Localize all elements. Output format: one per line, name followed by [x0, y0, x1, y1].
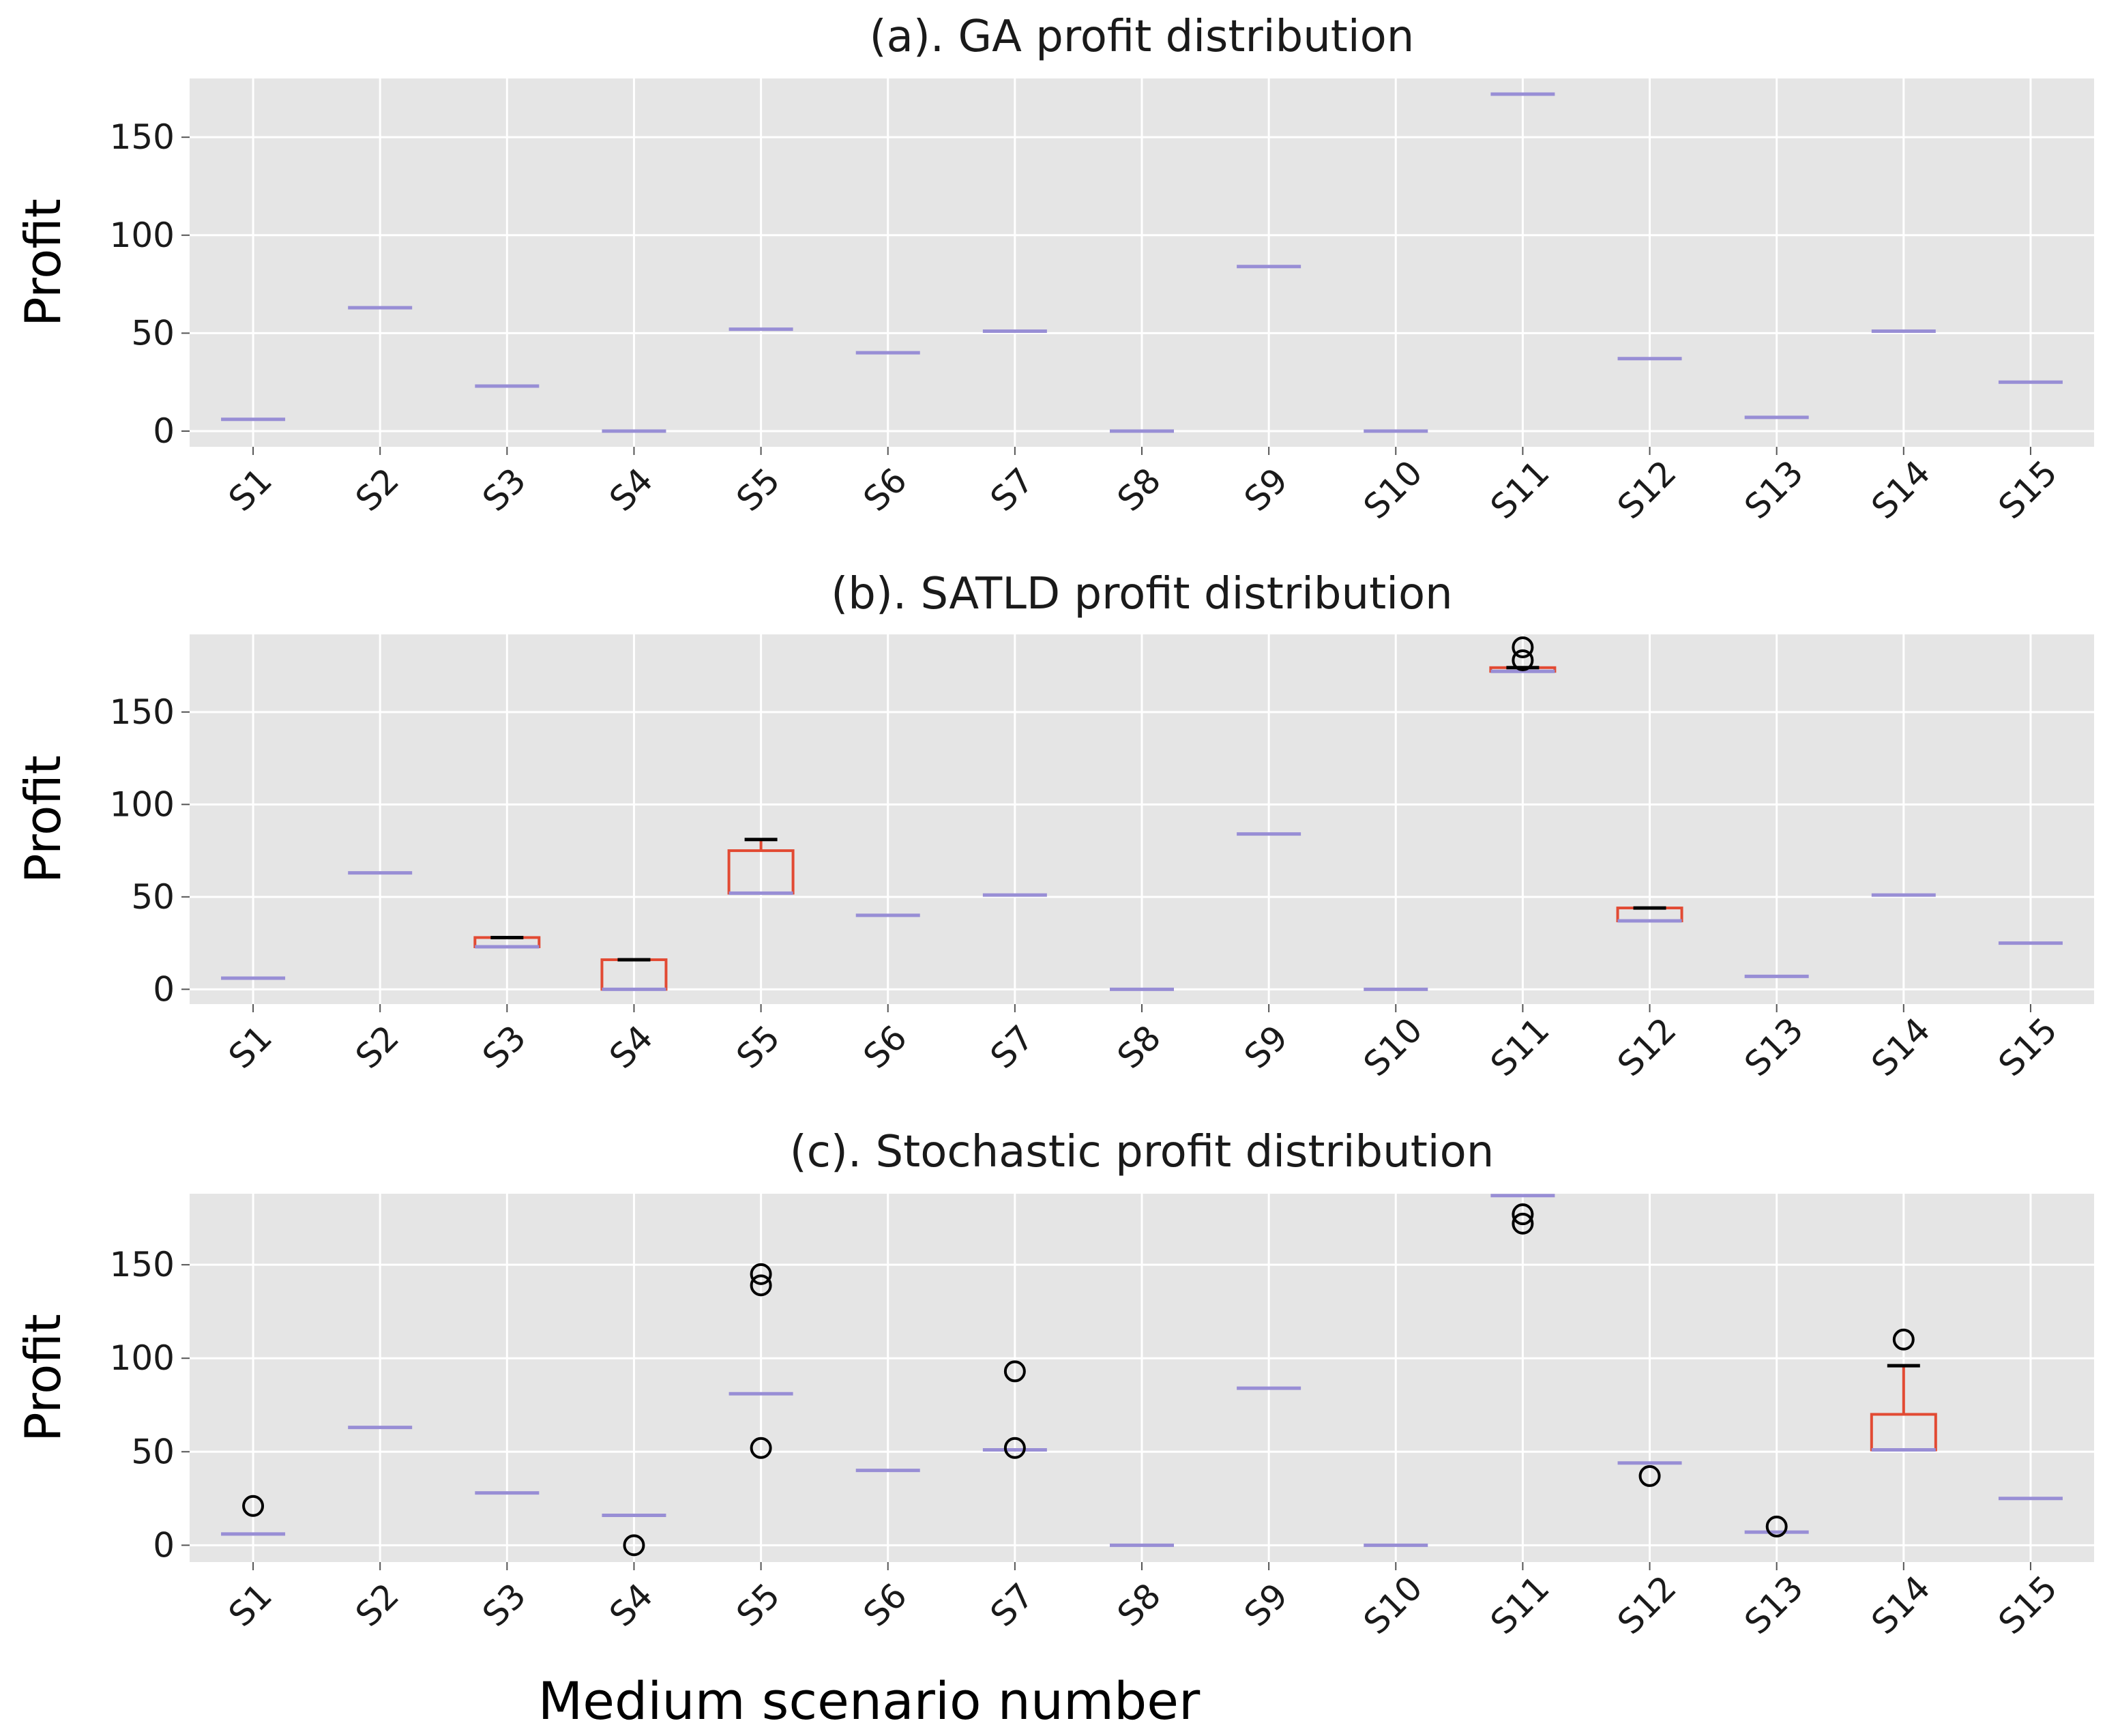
y-tick-label: 150: [110, 117, 175, 157]
box-s14: [1870, 1328, 1937, 1452]
x-axis-label: Medium scenario number: [538, 1671, 1201, 1731]
box-s4: [600, 958, 668, 991]
y-tick-label: 50: [131, 1432, 175, 1471]
x-tick-label: S13: [1737, 453, 1810, 527]
outlier-point: [750, 1437, 772, 1459]
y-axis-label: Profit: [14, 1314, 72, 1442]
x-tick-label: S9: [1237, 1576, 1295, 1634]
y-tick-label: 50: [131, 877, 175, 917]
x-tick-label: S4: [602, 1576, 660, 1634]
x-tick-label: S12: [1610, 453, 1683, 527]
outlier-point: [1512, 1212, 1534, 1235]
y-tick-label: 0: [153, 969, 175, 1009]
outlier-point: [1512, 1203, 1534, 1226]
x-tick-label: S11: [1483, 453, 1557, 527]
x-tick-label: S4: [602, 460, 660, 519]
y-axis-label: Profit: [14, 755, 72, 883]
panel-title: (a). GA profit distribution: [870, 12, 1415, 62]
outlier-point: [1512, 636, 1534, 658]
x-tick-label: S7: [983, 460, 1042, 519]
box-s1: [221, 1495, 286, 1536]
x-tick-label: S8: [1110, 460, 1168, 519]
box-s12: [1616, 906, 1683, 923]
x-tick-label: S9: [1237, 1018, 1295, 1076]
x-tick-label: S12: [1610, 1010, 1683, 1084]
x-tick-label: S5: [729, 460, 788, 519]
x-tick-label: S11: [1483, 1010, 1557, 1084]
x-tick-label: S15: [1991, 453, 2065, 527]
x-tick-label: S2: [348, 1018, 407, 1076]
x-tick-label: S1: [221, 460, 280, 519]
box-s11: [1489, 636, 1557, 673]
y-tick-label: 100: [110, 784, 175, 824]
panel-title: (b). SATLD profit distribution: [831, 569, 1452, 619]
x-tick-label: S11: [1483, 1568, 1557, 1642]
x-tick-label: S12: [1610, 1568, 1683, 1642]
box-s3: [473, 935, 541, 949]
x-tick-label: S6: [856, 1576, 915, 1634]
x-tick-label: S15: [1991, 1010, 2065, 1084]
x-tick-label: S6: [856, 460, 915, 519]
box-s5: [727, 838, 795, 895]
box-s4: [602, 1513, 666, 1557]
x-tick-label: S4: [602, 1018, 660, 1076]
x-tick-label: S2: [348, 460, 407, 519]
x-tick-label: S9: [1237, 460, 1295, 519]
x-tick-label: S8: [1110, 1576, 1168, 1634]
outlier-point: [242, 1495, 265, 1517]
panel-title: (c). Stochastic profit distribution: [790, 1127, 1495, 1177]
x-tick-label: S3: [475, 460, 533, 519]
outlier-point: [1512, 649, 1534, 671]
box-s5: [728, 1263, 793, 1459]
panel-ga: 0 50 100 150 S1 S2 S3 S4 S5 S6 S7 S8 S9 S10 S11 S12 S13 S…: [14, 12, 2094, 527]
x-tick-label: S7: [983, 1018, 1042, 1076]
outlier-point: [750, 1263, 772, 1285]
x-tick-label: S10: [1356, 1010, 1430, 1084]
x-tick-label: S14: [1864, 453, 1938, 527]
box-s7: [982, 1360, 1047, 1459]
box-s12: [1617, 1461, 1682, 1487]
x-tick-label: S1: [221, 1576, 280, 1634]
y-tick-label: 150: [110, 692, 175, 732]
box-s11: [1490, 1194, 1555, 1235]
outlier-point: [1003, 1360, 1026, 1383]
y-tick-label: 0: [153, 411, 175, 451]
y-tick-label: 50: [131, 313, 175, 353]
x-tick-label: S14: [1864, 1568, 1938, 1642]
x-tick-label: S10: [1356, 453, 1430, 527]
y-tick-label: 0: [153, 1525, 175, 1565]
x-tick-label: S1: [221, 1018, 280, 1076]
box-s13: [1744, 1515, 1809, 1538]
y-axis-label: Profit: [14, 198, 72, 327]
x-tick-label: S6: [856, 1018, 915, 1076]
y-tick-label: 100: [110, 216, 175, 255]
x-tick-label: S15: [1991, 1568, 2065, 1642]
outlier-point: [623, 1534, 645, 1557]
outlier-point: [1003, 1437, 1026, 1459]
x-tick-label: S13: [1737, 1568, 1810, 1642]
outlier-point: [1765, 1515, 1788, 1538]
x-tick-label: S2: [348, 1576, 407, 1634]
x-tick-label: S3: [475, 1018, 533, 1076]
outlier-point: [1892, 1328, 1915, 1351]
y-tick-label: 150: [110, 1245, 175, 1284]
x-tick-label: S8: [1110, 1018, 1168, 1076]
x-tick-label: S5: [729, 1018, 788, 1076]
x-tick-label: S7: [983, 1576, 1042, 1634]
panel-satld: 0 50 100 150 S1 S2 S3 S4 S5 S6 S7 S8 S9 S10 S11 S12 S13 S…: [14, 569, 2094, 1084]
x-tick-label: S10: [1356, 1568, 1430, 1642]
x-tick-label: S5: [729, 1576, 788, 1634]
x-tick-label: S14: [1864, 1010, 1938, 1084]
outlier-point: [750, 1274, 772, 1297]
x-tick-label: S3: [475, 1576, 533, 1634]
outlier-point: [1638, 1465, 1661, 1487]
panel-stochastic: 0 50 100 150 S1 S2 S3 S4 S5 S6 S7 S8 S9 S10 S11 S12 S13 S…: [14, 1127, 2094, 1642]
y-tick-label: 100: [110, 1338, 175, 1378]
x-tick-label: S13: [1737, 1010, 1810, 1084]
